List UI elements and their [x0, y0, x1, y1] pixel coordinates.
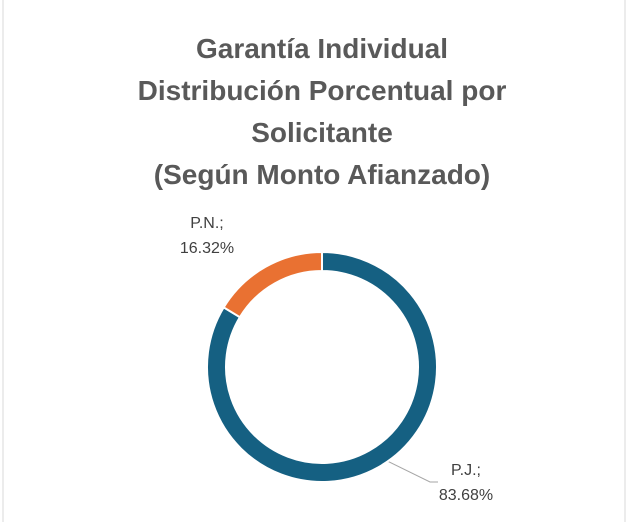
leader-line — [374, 454, 438, 483]
data-label-category: P.J. — [451, 462, 477, 479]
chart-title: (Según Monto Afianzado) — [154, 159, 490, 190]
donut-slice — [206, 250, 438, 483]
data-label: P.J.; — [451, 462, 481, 479]
data-label-separator: ; — [219, 215, 223, 232]
data-label-separator: ; — [477, 462, 481, 479]
data-label-value: 16.32% — [180, 240, 234, 257]
data-label-category: P.N. — [190, 215, 219, 232]
data-label: P.N.; — [190, 215, 224, 232]
data-label-value: 83.68% — [439, 487, 493, 504]
chart-title: Distribución Porcentual por — [138, 75, 507, 106]
chart-title: Garantía Individual — [196, 33, 448, 64]
chart-title: Solicitante — [251, 117, 393, 148]
donut-slice — [222, 250, 323, 319]
